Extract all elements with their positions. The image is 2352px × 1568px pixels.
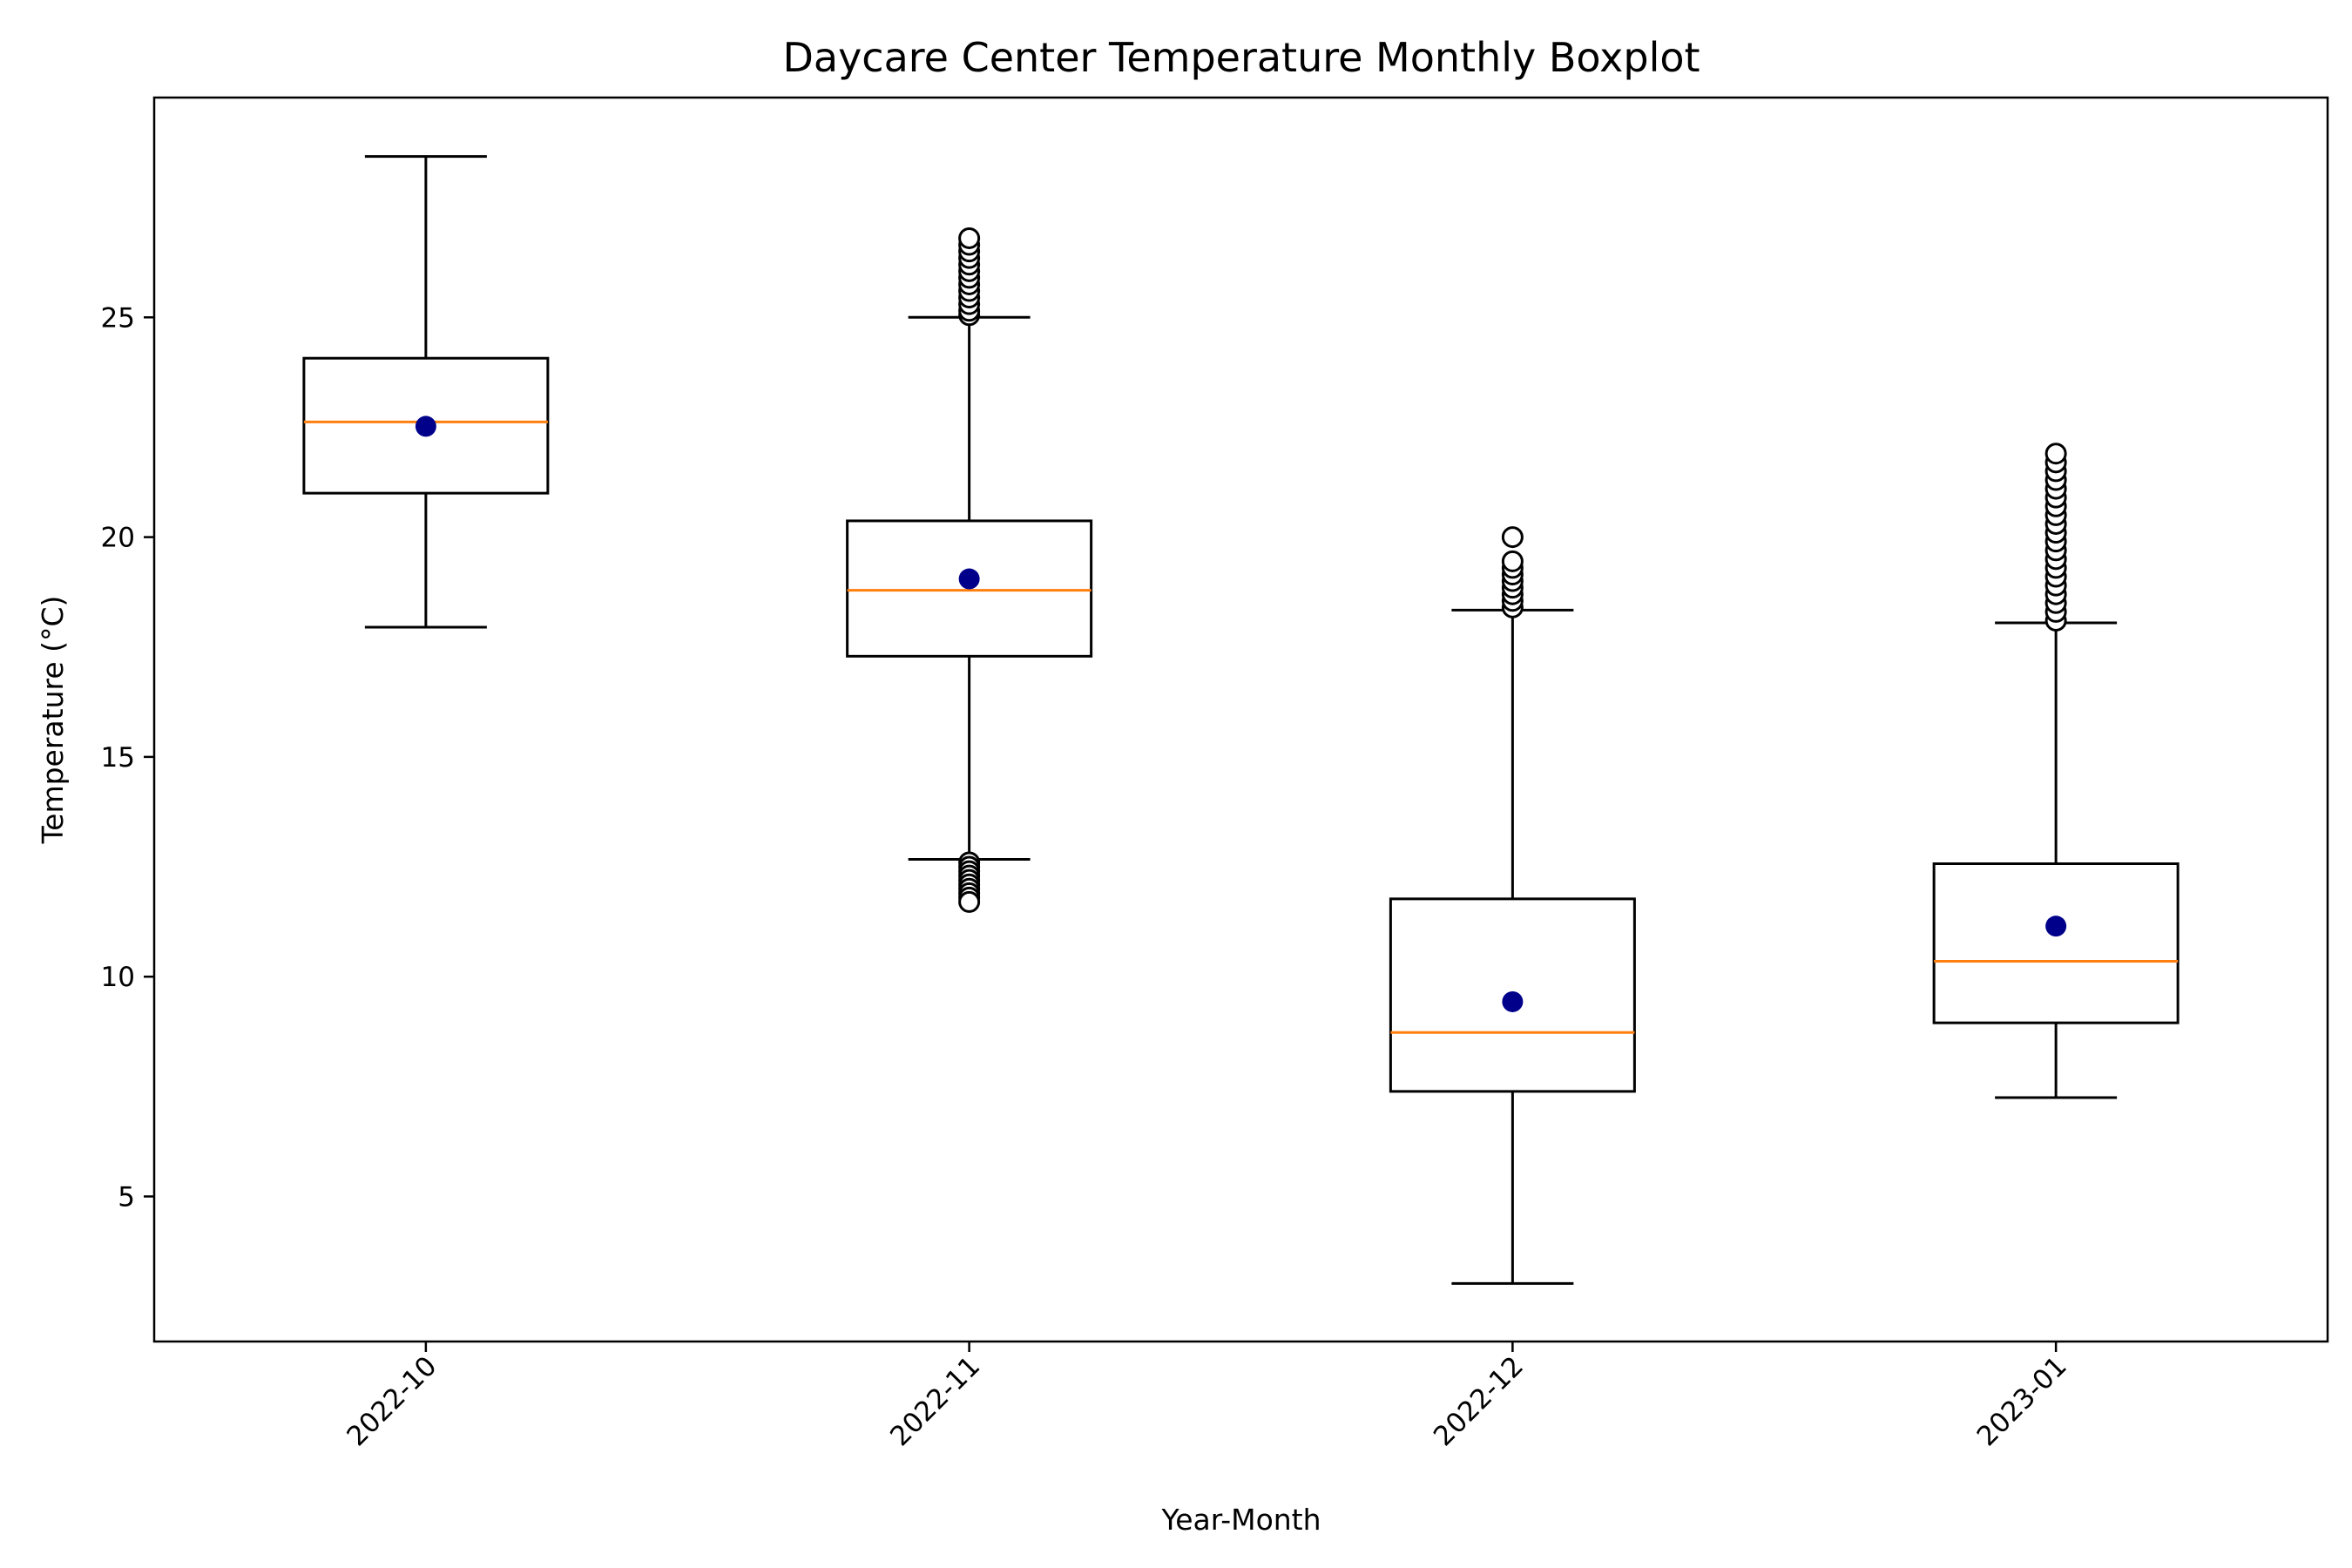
axes-frame [152, 96, 2329, 1343]
outlier-point [1501, 550, 1524, 572]
chart-title: Daycare Center Temperature Monthly Boxpl… [782, 34, 1700, 81]
x-axis-label: Year-Month [1160, 1503, 1321, 1537]
box-group-2023-01 [1932, 443, 2180, 1099]
y-axis-label: Temperature (°C) [36, 596, 70, 845]
mean-marker [415, 416, 436, 437]
outlier-point [958, 226, 981, 249]
plot-area [302, 155, 2180, 1285]
outlier-point [2044, 443, 2067, 465]
y-tick-label: 5 [118, 1181, 135, 1213]
iqr-box [1932, 862, 2180, 1024]
box-group-2022-12 [1389, 526, 1636, 1285]
y-tick-label: 20 [101, 523, 135, 554]
mean-marker [958, 568, 980, 590]
y-tick-label: 10 [101, 962, 135, 993]
box-group-2022-10 [302, 155, 550, 629]
outlier-point [958, 890, 981, 913]
y-tick-label: 15 [101, 742, 135, 774]
box-group-2022-11 [846, 226, 1093, 913]
outlier-point [1501, 526, 1524, 549]
mean-marker [2045, 916, 2067, 937]
mean-marker [1502, 990, 1524, 1012]
y-tick-label: 25 [101, 302, 135, 334]
y-axis-ticks: 5 10 15 20 25 [101, 302, 154, 1213]
